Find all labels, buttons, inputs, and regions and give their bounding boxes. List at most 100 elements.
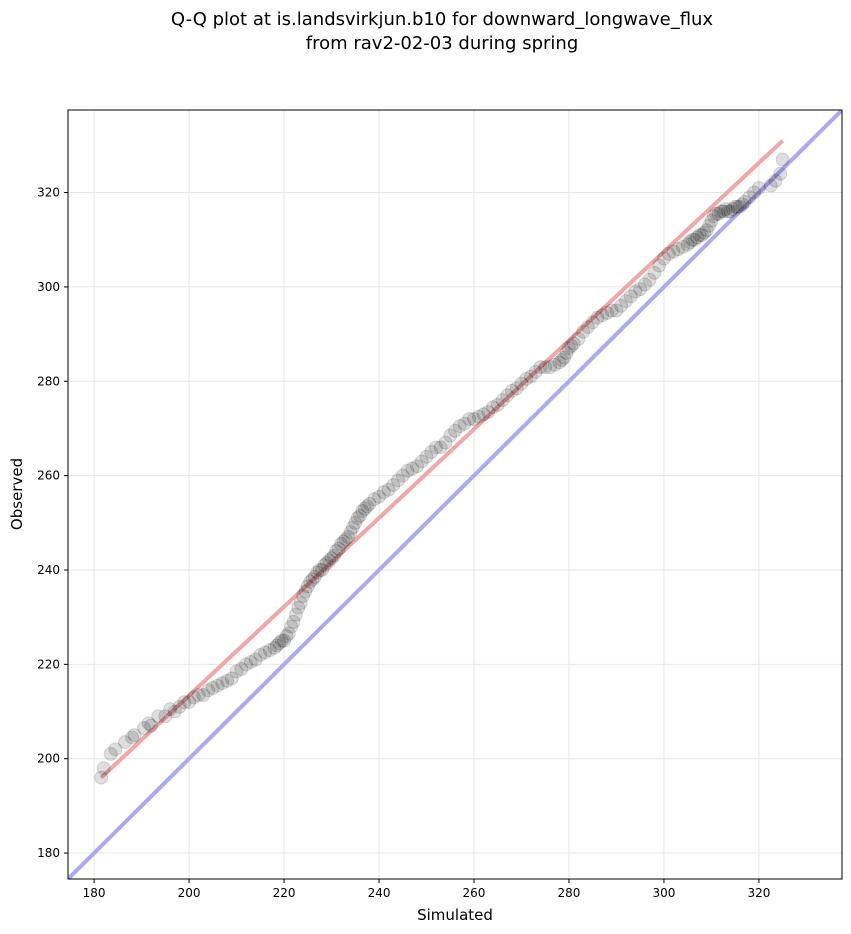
qq-point	[773, 166, 788, 181]
qq-point	[293, 596, 308, 611]
y-tick-label: 260	[37, 469, 60, 483]
qq-point	[735, 197, 750, 212]
qq-point	[414, 454, 429, 469]
qq-point	[656, 251, 671, 266]
qq-point	[614, 298, 629, 313]
qq-point	[559, 345, 574, 360]
qq-point	[300, 579, 315, 594]
plot-area-frame	[67, 109, 843, 880]
y-tick-label: 320	[37, 186, 60, 200]
qq-point	[552, 355, 567, 370]
qq-point	[303, 574, 318, 589]
qq-point	[751, 180, 766, 195]
qq-point	[462, 412, 477, 427]
qq-point	[438, 435, 453, 450]
qq-point	[284, 619, 299, 634]
qq-point	[172, 699, 187, 714]
qq-point	[158, 709, 173, 724]
qq-point	[713, 204, 728, 219]
qq-point	[709, 206, 724, 221]
qq-point	[685, 232, 700, 247]
qq-point	[687, 232, 702, 247]
qq-point	[410, 459, 425, 474]
qq-point	[618, 294, 633, 309]
qq-point	[215, 676, 230, 691]
x-tick-label: 320	[747, 886, 770, 900]
qq-point	[564, 338, 579, 353]
qq-point	[647, 265, 662, 280]
qq-point	[239, 657, 254, 672]
y-tick-label: 300	[37, 280, 60, 294]
qq-point	[267, 640, 282, 655]
x-tick-label: 260	[463, 886, 486, 900]
qq-point	[324, 551, 339, 566]
qq-point	[519, 371, 534, 386]
qq-point	[274, 633, 289, 648]
qq-point	[721, 204, 736, 219]
qq-point	[258, 645, 273, 660]
x-tick-label: 220	[273, 886, 296, 900]
qq-point	[675, 239, 690, 254]
qq-point	[680, 237, 695, 252]
qq-point	[367, 492, 382, 507]
qq-point	[144, 718, 159, 733]
qq-point	[234, 662, 249, 677]
qq-point	[108, 742, 123, 757]
qq-point	[312, 562, 327, 577]
qq-point	[590, 310, 605, 325]
qq-point	[443, 428, 458, 443]
qq-point	[706, 209, 721, 224]
identity-line	[68, 110, 842, 879]
qq-point	[182, 695, 197, 710]
qq-point	[277, 633, 292, 648]
qq-point	[566, 336, 581, 351]
qq-point	[628, 284, 643, 299]
qq-point	[481, 404, 496, 419]
qq-point	[305, 572, 320, 587]
qq-point	[495, 393, 510, 408]
qq-point	[326, 548, 341, 563]
qq-point	[362, 496, 377, 511]
qq-point	[448, 423, 462, 438]
data-points	[94, 152, 790, 785]
qq-point	[343, 525, 358, 540]
qq-point	[345, 520, 360, 535]
x-tick-label: 200	[178, 886, 201, 900]
qq-point	[697, 225, 712, 240]
qq-point	[127, 728, 142, 743]
qq-point	[692, 228, 707, 243]
qq-point	[457, 416, 472, 431]
qq-point	[315, 562, 330, 577]
qq-point	[528, 364, 543, 379]
qq-point	[633, 282, 648, 297]
qq-point	[571, 331, 586, 346]
qq-point	[141, 716, 156, 731]
qq-point	[419, 449, 434, 464]
qq-point	[331, 541, 346, 556]
qq-point	[317, 558, 332, 573]
axis-ticks: 180 200 220 240 260 280 300 320 180 200 220 240 260 2…	[37, 186, 770, 900]
qq-point	[307, 570, 322, 585]
qq-point	[125, 730, 140, 745]
qq-point	[711, 206, 726, 221]
qq-point	[683, 235, 698, 250]
qq-point	[357, 501, 372, 516]
qq-point	[322, 553, 337, 568]
qq-point	[485, 400, 500, 415]
qq-point	[96, 761, 111, 776]
qq-point	[775, 152, 790, 167]
qq-point	[424, 445, 439, 460]
qq-point	[471, 409, 486, 424]
qq-point	[281, 626, 296, 641]
qq-point	[542, 360, 557, 375]
chart-title-line-2: from rav2-02-03 during spring	[306, 33, 579, 54]
qq-point	[353, 508, 368, 523]
qq-point	[599, 305, 614, 320]
qq-point	[623, 289, 638, 304]
qq-point	[224, 671, 239, 686]
qq-point	[94, 770, 109, 785]
qq-point	[538, 360, 553, 375]
qq-point	[288, 607, 303, 622]
qq-point	[725, 202, 740, 217]
